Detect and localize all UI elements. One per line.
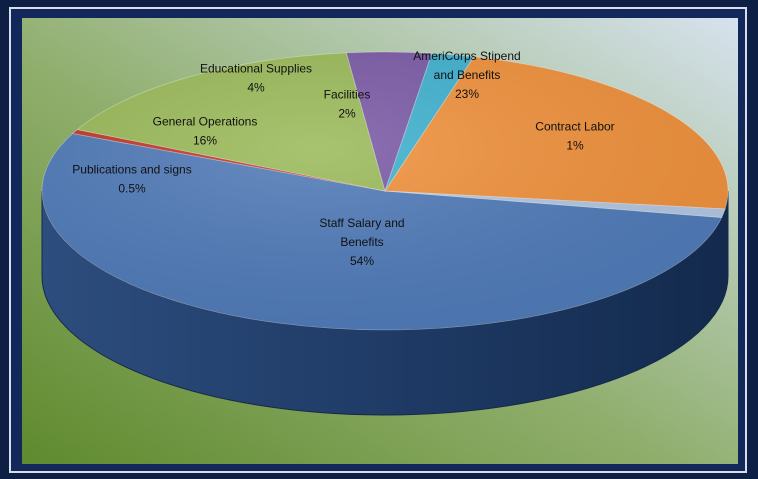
pie-labels: Staff Salary and Benefits 54% Publications … bbox=[72, 49, 614, 268]
pie-chart: Staff Salary and Benefits 54% Publications … bbox=[22, 18, 738, 464]
slice-value-label: 2% bbox=[338, 107, 356, 121]
slice-label-facilities: Facilities 2% bbox=[324, 88, 371, 121]
slice-label-general-operations: General Operations 16% bbox=[153, 115, 258, 148]
slice-value-label: 0.5% bbox=[118, 182, 146, 196]
slice-value-label: 4% bbox=[247, 81, 265, 95]
slice-label-educational-supplies: Educational Supplies 4% bbox=[200, 62, 312, 95]
slice-category-label: Publications and signs bbox=[72, 163, 191, 177]
slice-label-staff-salary: Staff Salary and Benefits 54% bbox=[319, 216, 404, 268]
slice-category-label: Educational Supplies bbox=[200, 62, 312, 76]
slice-label-publications: Publications and signs 0.5% bbox=[72, 163, 191, 196]
chart-panel: Staff Salary and Benefits 54% Publications … bbox=[9, 7, 747, 473]
slice-category-label: General Operations bbox=[153, 115, 258, 129]
slice-value-label: 23% bbox=[455, 87, 479, 101]
slice-category-label: AmeriCorps Stipend bbox=[413, 49, 520, 63]
slice-category-label: and Benefits bbox=[434, 68, 501, 82]
slice-label-americorps: AmeriCorps Stipend and Benefits 23% bbox=[413, 49, 520, 101]
slice-category-label: Contract Labor bbox=[535, 120, 614, 134]
slice-value-label: 54% bbox=[350, 254, 374, 268]
slice-category-label: Benefits bbox=[340, 235, 383, 249]
slice-value-label: 16% bbox=[193, 134, 217, 148]
slice-value-label: 1% bbox=[566, 139, 584, 153]
slice-label-contract-labor: Contract Labor 1% bbox=[535, 120, 614, 153]
slice-category-label: Staff Salary and bbox=[319, 216, 404, 230]
slice-category-label: Facilities bbox=[324, 88, 371, 102]
